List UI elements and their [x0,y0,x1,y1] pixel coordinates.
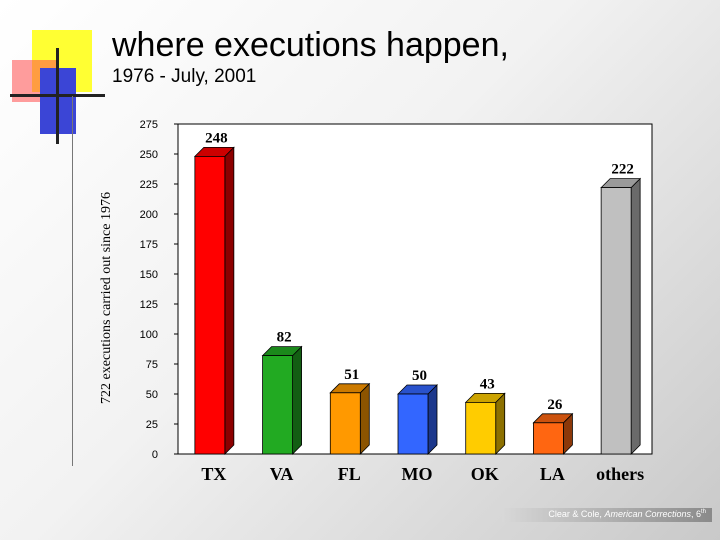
data-label-ok: 43 [480,376,495,392]
footer-edition: , 6 [690,509,701,519]
y-tick-label: 25 [146,419,158,431]
y-tick-label: 225 [140,179,158,191]
bar-ok [464,392,506,455]
bar-front-ok [465,401,497,455]
y-tick-label: 100 [140,329,158,341]
footer-bar [502,508,712,522]
footer-sup: th [700,509,706,515]
data-label-tx: 248 [205,130,228,146]
bar-va [261,345,303,455]
footer-author: Clear & Cole, [548,509,605,519]
x-tick-label-ok: OK [471,464,499,484]
y-tick-label: 275 [140,119,158,131]
y-tick-label: 125 [140,299,158,311]
data-label-others: 222 [611,162,634,178]
bar-front-la [533,422,564,455]
bar-front-tx [194,155,226,455]
y-axis-label: 722 executions carried out since 1976 [99,192,114,404]
footer-citation: Clear & Cole, American Corrections, 6th [548,509,706,519]
x-tick-label-va: VA [270,464,294,484]
y-tick-label: 150 [140,269,158,281]
data-label-va: 82 [277,330,292,346]
bar-side-ok [495,392,506,455]
bar-others [600,177,642,455]
y-tick-label: 50 [146,389,158,401]
bar-side-va [292,345,302,455]
y-tick-label: 75 [146,359,158,371]
data-label-mo: 50 [412,368,427,384]
x-tick-label-la: LA [540,464,565,484]
data-label-fl: 51 [344,367,359,383]
slide-title: where executions happen, [112,26,509,64]
bar-tx [193,146,235,455]
bar-side-tx [224,146,235,455]
x-tick-label-fl: FL [338,464,361,484]
bar-side-others [630,177,641,455]
bar-la [532,412,574,455]
y-tick-label: 250 [140,149,158,161]
bar-front-others [600,187,632,455]
bar-front-fl [329,392,361,455]
bar-side-mo [427,384,438,455]
y-tick-label: 175 [140,239,158,251]
data-label-la: 26 [547,397,563,413]
bar-side-fl [359,382,370,455]
bar-mo [397,384,438,455]
bar-front-va [262,355,293,455]
bar-fl [329,382,371,455]
decor-thin-line [72,96,73,466]
slide-subtitle: 1976 - July, 2001 [112,66,257,87]
y-tick-label: 200 [140,209,158,221]
decor-horizontal-line [10,94,105,97]
y-tick-label: 0 [152,449,158,461]
footer-book: American Corrections [604,509,691,519]
bar-front-mo [397,393,429,455]
x-tick-label-others: others [596,464,644,484]
x-tick-label-tx: TX [201,464,226,484]
x-tick-label-mo: MO [402,464,433,484]
